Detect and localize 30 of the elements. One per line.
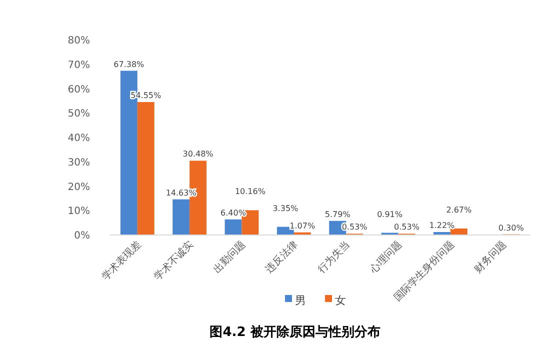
data-label: 1.22% — [429, 221, 456, 230]
data-label: 3.35% — [272, 204, 299, 213]
data-label: 0.30% — [498, 223, 524, 232]
x-tick-label: 学术表现差 — [100, 238, 144, 282]
data-label: 5.79% — [324, 210, 351, 219]
x-tick-label: 学术不诚实 — [152, 238, 196, 282]
y-tick-label: 10% — [68, 206, 90, 218]
x-tick-label: 行为失当 — [315, 238, 352, 276]
y-tick-label: 30% — [68, 157, 90, 168]
legend-label: 男 — [295, 294, 306, 307]
x-tick-label: 心理问题 — [366, 238, 404, 276]
legend-label: 女 — [335, 294, 346, 307]
y-tick-label: 80% — [68, 36, 90, 46]
data-label: 0.53% — [394, 222, 420, 232]
y-tick-label: 20% — [68, 182, 90, 193]
y-tick-label: 40% — [68, 133, 90, 144]
data-label: 2.67% — [446, 205, 472, 214]
data-label: 30.48% — [182, 150, 214, 159]
x-tick-label: 违反法律 — [263, 238, 300, 276]
data-label: 67.38% — [114, 60, 145, 69]
x-tick-label: 出勤问题 — [211, 238, 248, 276]
x-tick-label: 财务问题 — [472, 238, 509, 276]
y-tick-label: 70% — [68, 60, 90, 71]
y-tick-label: 60% — [68, 84, 90, 96]
y-tick-label: 50% — [68, 108, 90, 120]
data-label: 0.91% — [377, 210, 403, 219]
y-tick-label: 0% — [74, 230, 90, 242]
data-label: 10.16% — [234, 187, 266, 196]
text: 图4.2 被开除原因与性别分布 — [210, 324, 380, 340]
data-label: 1.07% — [290, 221, 316, 230]
